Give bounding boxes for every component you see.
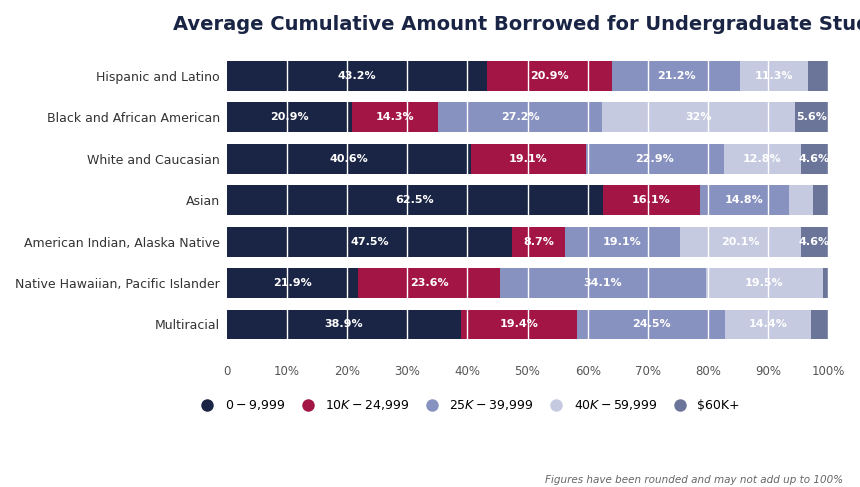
Bar bbox=[439, 102, 602, 132]
Text: 5.6%: 5.6% bbox=[796, 112, 827, 122]
Bar bbox=[808, 61, 828, 91]
Bar bbox=[227, 310, 461, 339]
Text: 14.4%: 14.4% bbox=[749, 319, 788, 330]
Bar bbox=[487, 61, 612, 91]
Bar bbox=[513, 226, 565, 257]
Bar bbox=[813, 185, 828, 215]
Bar bbox=[699, 185, 789, 215]
Bar bbox=[679, 226, 801, 257]
Title: Average Cumulative Amount Borrowed for Undergraduate Study: Average Cumulative Amount Borrowed for U… bbox=[173, 15, 860, 34]
Bar bbox=[565, 226, 679, 257]
Bar bbox=[577, 310, 725, 339]
Bar bbox=[823, 268, 828, 298]
Bar bbox=[471, 144, 586, 174]
Bar bbox=[586, 144, 723, 174]
Text: 62.5%: 62.5% bbox=[396, 195, 434, 205]
Text: 16.1%: 16.1% bbox=[632, 195, 671, 205]
Legend: $0-$9,999, $10K-$24,999, $25K-$39,999, $40K-$59,999, $60K+: $0-$9,999, $10K-$24,999, $25K-$39,999, $… bbox=[191, 394, 744, 416]
Bar bbox=[227, 144, 471, 174]
Bar bbox=[359, 268, 501, 298]
Bar bbox=[740, 61, 808, 91]
Bar bbox=[603, 185, 699, 215]
Bar bbox=[227, 185, 603, 215]
Bar bbox=[227, 226, 513, 257]
Text: Figures have been rounded and may not add up to 100%: Figures have been rounded and may not ad… bbox=[544, 474, 843, 485]
Bar bbox=[801, 144, 828, 174]
Bar bbox=[501, 268, 705, 298]
Text: 38.9%: 38.9% bbox=[324, 319, 363, 330]
Text: 27.2%: 27.2% bbox=[501, 112, 539, 122]
Text: 20.9%: 20.9% bbox=[530, 71, 568, 81]
Bar bbox=[795, 102, 828, 132]
Bar bbox=[612, 61, 740, 91]
Text: 21.2%: 21.2% bbox=[657, 71, 696, 81]
Text: 47.5%: 47.5% bbox=[350, 237, 389, 246]
Text: 40.6%: 40.6% bbox=[329, 154, 368, 164]
Text: 4.6%: 4.6% bbox=[799, 154, 830, 164]
Text: 19.1%: 19.1% bbox=[509, 154, 548, 164]
Bar bbox=[227, 102, 353, 132]
Text: 19.5%: 19.5% bbox=[745, 278, 783, 288]
Bar bbox=[227, 61, 487, 91]
Text: 20.1%: 20.1% bbox=[721, 237, 759, 246]
Text: 19.1%: 19.1% bbox=[603, 237, 642, 246]
Text: 23.6%: 23.6% bbox=[410, 278, 449, 288]
Text: 32%: 32% bbox=[685, 112, 711, 122]
Bar bbox=[812, 310, 828, 339]
Text: 14.8%: 14.8% bbox=[725, 195, 764, 205]
Text: 21.9%: 21.9% bbox=[273, 278, 312, 288]
Bar bbox=[725, 310, 812, 339]
Bar bbox=[227, 268, 359, 298]
Bar bbox=[801, 226, 828, 257]
Bar bbox=[723, 144, 801, 174]
Text: 4.6%: 4.6% bbox=[799, 237, 830, 246]
Text: 11.3%: 11.3% bbox=[754, 71, 793, 81]
Bar bbox=[602, 102, 795, 132]
Text: 24.5%: 24.5% bbox=[632, 319, 671, 330]
Text: 20.9%: 20.9% bbox=[270, 112, 309, 122]
Text: 12.8%: 12.8% bbox=[743, 154, 782, 164]
Text: 43.2%: 43.2% bbox=[337, 71, 376, 81]
Text: 14.3%: 14.3% bbox=[376, 112, 415, 122]
Text: 22.9%: 22.9% bbox=[636, 154, 674, 164]
Bar bbox=[789, 185, 813, 215]
Text: 8.7%: 8.7% bbox=[523, 237, 554, 246]
Text: 19.4%: 19.4% bbox=[500, 319, 538, 330]
Bar bbox=[353, 102, 439, 132]
Text: 34.1%: 34.1% bbox=[584, 278, 623, 288]
Bar bbox=[705, 268, 823, 298]
Bar bbox=[461, 310, 577, 339]
